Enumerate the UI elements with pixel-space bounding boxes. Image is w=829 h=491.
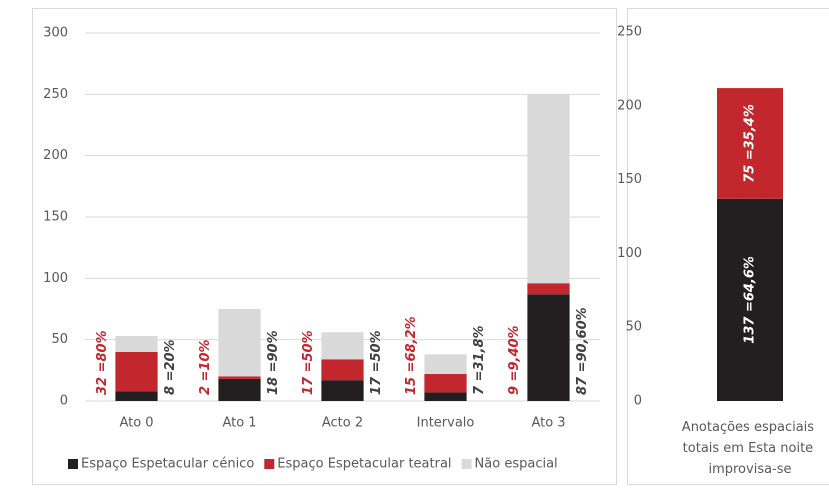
data-label: 9 =9,40% xyxy=(507,325,522,395)
y-tick-label: 100 xyxy=(617,246,642,261)
y-tick-label: 150 xyxy=(617,172,642,187)
bar-segment xyxy=(424,392,467,401)
data-label: 87 =90,60% xyxy=(575,307,590,395)
bar-segment xyxy=(321,332,364,360)
bar-segment xyxy=(717,198,783,401)
bar-segment xyxy=(218,309,261,377)
y-tick-label: 250 xyxy=(43,87,68,102)
bar-segment xyxy=(218,378,261,401)
bar-segment xyxy=(527,294,570,401)
bar-segment xyxy=(527,283,570,295)
y-tick-label: 200 xyxy=(617,98,642,113)
data-label: 17 =50% xyxy=(301,330,316,395)
y-tick-label: 50 xyxy=(625,320,642,335)
data-label: 75 =35,4% xyxy=(743,104,758,183)
bar-segment xyxy=(115,351,158,392)
bar-segment xyxy=(115,391,158,401)
bar-segment xyxy=(424,354,467,375)
bar-segment xyxy=(218,376,261,379)
left-panel xyxy=(32,8,617,485)
bar-segment xyxy=(115,335,158,352)
y-tick-label: 0 xyxy=(634,394,642,409)
data-label: 8 =20% xyxy=(163,339,178,395)
data-label: 32 =80% xyxy=(95,330,110,395)
bar-segment xyxy=(527,94,570,284)
data-label: 2 =10% xyxy=(198,339,213,395)
data-label: 137 =64,6% xyxy=(743,256,758,344)
x-tick-label: Ato 3 xyxy=(531,416,565,431)
data-label: 7 =31,8% xyxy=(472,325,487,395)
legend-label: Não espacial xyxy=(475,457,558,472)
x-tick-label: Ato 0 xyxy=(119,416,153,431)
x-tick-label: Intervalo xyxy=(417,416,475,431)
legend-label: Espaço Espetacular teatral xyxy=(277,457,451,472)
legend-swatch xyxy=(264,459,275,469)
data-label: 18 =90% xyxy=(266,330,281,395)
bar-segment xyxy=(321,380,364,401)
x-tick-label: Acto 2 xyxy=(322,416,363,431)
x-tick-label: Ato 1 xyxy=(222,416,256,431)
legend-swatch xyxy=(68,459,78,469)
bar-segment xyxy=(321,359,364,381)
bar-segment xyxy=(424,374,467,393)
y-tick-label: 100 xyxy=(43,271,68,286)
y-tick-label: 0 xyxy=(60,394,68,409)
legend-label: Espaço Espetacular cénico xyxy=(81,457,254,472)
data-label: 17 =50% xyxy=(369,330,384,395)
y-tick-label: 200 xyxy=(43,148,68,163)
legend-swatch xyxy=(461,459,472,469)
data-label: 15 =68,2% xyxy=(404,316,419,395)
y-tick-label: 250 xyxy=(617,25,642,40)
y-tick-label: 50 xyxy=(51,332,68,347)
x-tick-label: Anotações espaciais totais em Esta noite… xyxy=(682,420,818,477)
y-tick-label: 150 xyxy=(43,210,68,225)
bar-segment xyxy=(717,88,783,199)
y-tick-label: 300 xyxy=(43,26,68,41)
